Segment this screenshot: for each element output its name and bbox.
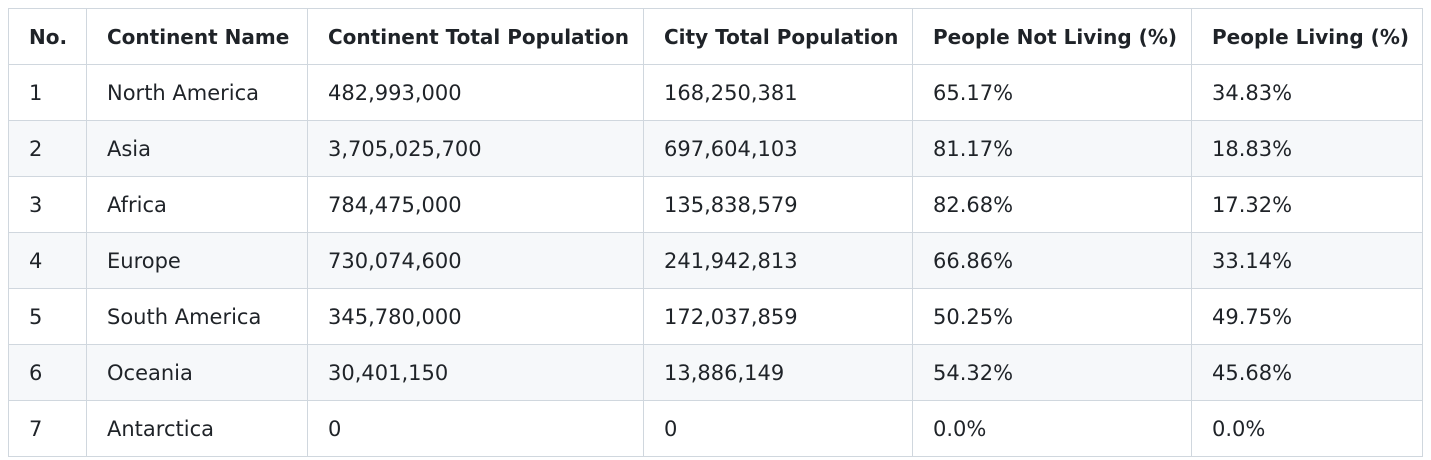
cell-people-living: 45.68%: [1191, 344, 1423, 401]
cell-city-total-population: 0: [643, 400, 913, 457]
cell-people-living: 17.32%: [1191, 176, 1423, 233]
cell-no: 2: [8, 120, 87, 177]
header-cell-city-total-population: City Total Population: [643, 8, 913, 65]
cell-continent-total-population: 784,475,000: [307, 176, 644, 233]
cell-no: 1: [8, 64, 87, 121]
table-header: No. Continent Name Continent Total Popul…: [8, 8, 1423, 65]
table-row: 5 South America 345,780,000 172,037,859 …: [8, 288, 1423, 345]
cell-city-total-population: 172,037,859: [643, 288, 913, 345]
cell-continent-name: North America: [86, 64, 308, 121]
cell-city-total-population: 241,942,813: [643, 232, 913, 289]
header-cell-people-not-living: People Not Living (%): [912, 8, 1192, 65]
cell-city-total-population: 168,250,381: [643, 64, 913, 121]
cell-continent-name: Africa: [86, 176, 308, 233]
cell-people-not-living: 0.0%: [912, 400, 1192, 457]
cell-no: 3: [8, 176, 87, 233]
cell-people-living: 33.14%: [1191, 232, 1423, 289]
cell-no: 4: [8, 232, 87, 289]
cell-people-not-living: 65.17%: [912, 64, 1192, 121]
cell-continent-name: Antarctica: [86, 400, 308, 457]
cell-people-living: 34.83%: [1191, 64, 1423, 121]
cell-no: 6: [8, 344, 87, 401]
header-cell-no: No.: [8, 8, 87, 65]
table-row: 4 Europe 730,074,600 241,942,813 66.86% …: [8, 232, 1423, 289]
cell-continent-name: South America: [86, 288, 308, 345]
cell-people-living: 49.75%: [1191, 288, 1423, 345]
cell-people-not-living: 54.32%: [912, 344, 1192, 401]
table-row: 6 Oceania 30,401,150 13,886,149 54.32% 4…: [8, 344, 1423, 401]
cell-continent-total-population: 0: [307, 400, 644, 457]
cell-people-living: 0.0%: [1191, 400, 1423, 457]
table-row: 3 Africa 784,475,000 135,838,579 82.68% …: [8, 176, 1423, 233]
cell-people-not-living: 66.86%: [912, 232, 1192, 289]
cell-continent-total-population: 3,705,025,700: [307, 120, 644, 177]
cell-continent-total-population: 730,074,600: [307, 232, 644, 289]
population-table: No. Continent Name Continent Total Popul…: [8, 8, 1423, 457]
cell-people-not-living: 81.17%: [912, 120, 1192, 177]
cell-continent-name: Oceania: [86, 344, 308, 401]
cell-no: 5: [8, 288, 87, 345]
population-table-container: No. Continent Name Continent Total Popul…: [8, 8, 1423, 457]
header-cell-continent-name: Continent Name: [86, 8, 308, 65]
header-cell-people-living: People Living (%): [1191, 8, 1423, 65]
cell-people-not-living: 50.25%: [912, 288, 1192, 345]
cell-continent-name: Europe: [86, 232, 308, 289]
cell-people-living: 18.83%: [1191, 120, 1423, 177]
cell-continent-total-population: 482,993,000: [307, 64, 644, 121]
table-row: 7 Antarctica 0 0 0.0% 0.0%: [8, 400, 1423, 457]
cell-city-total-population: 697,604,103: [643, 120, 913, 177]
header-cell-continent-total-population: Continent Total Population: [307, 8, 644, 65]
table-body: 1 North America 482,993,000 168,250,381 …: [8, 64, 1423, 457]
cell-continent-total-population: 30,401,150: [307, 344, 644, 401]
table-row: 2 Asia 3,705,025,700 697,604,103 81.17% …: [8, 120, 1423, 177]
cell-city-total-population: 13,886,149: [643, 344, 913, 401]
cell-continent-total-population: 345,780,000: [307, 288, 644, 345]
cell-continent-name: Asia: [86, 120, 308, 177]
header-row: No. Continent Name Continent Total Popul…: [8, 8, 1423, 65]
cell-city-total-population: 135,838,579: [643, 176, 913, 233]
table-row: 1 North America 482,993,000 168,250,381 …: [8, 64, 1423, 121]
cell-no: 7: [8, 400, 87, 457]
cell-people-not-living: 82.68%: [912, 176, 1192, 233]
